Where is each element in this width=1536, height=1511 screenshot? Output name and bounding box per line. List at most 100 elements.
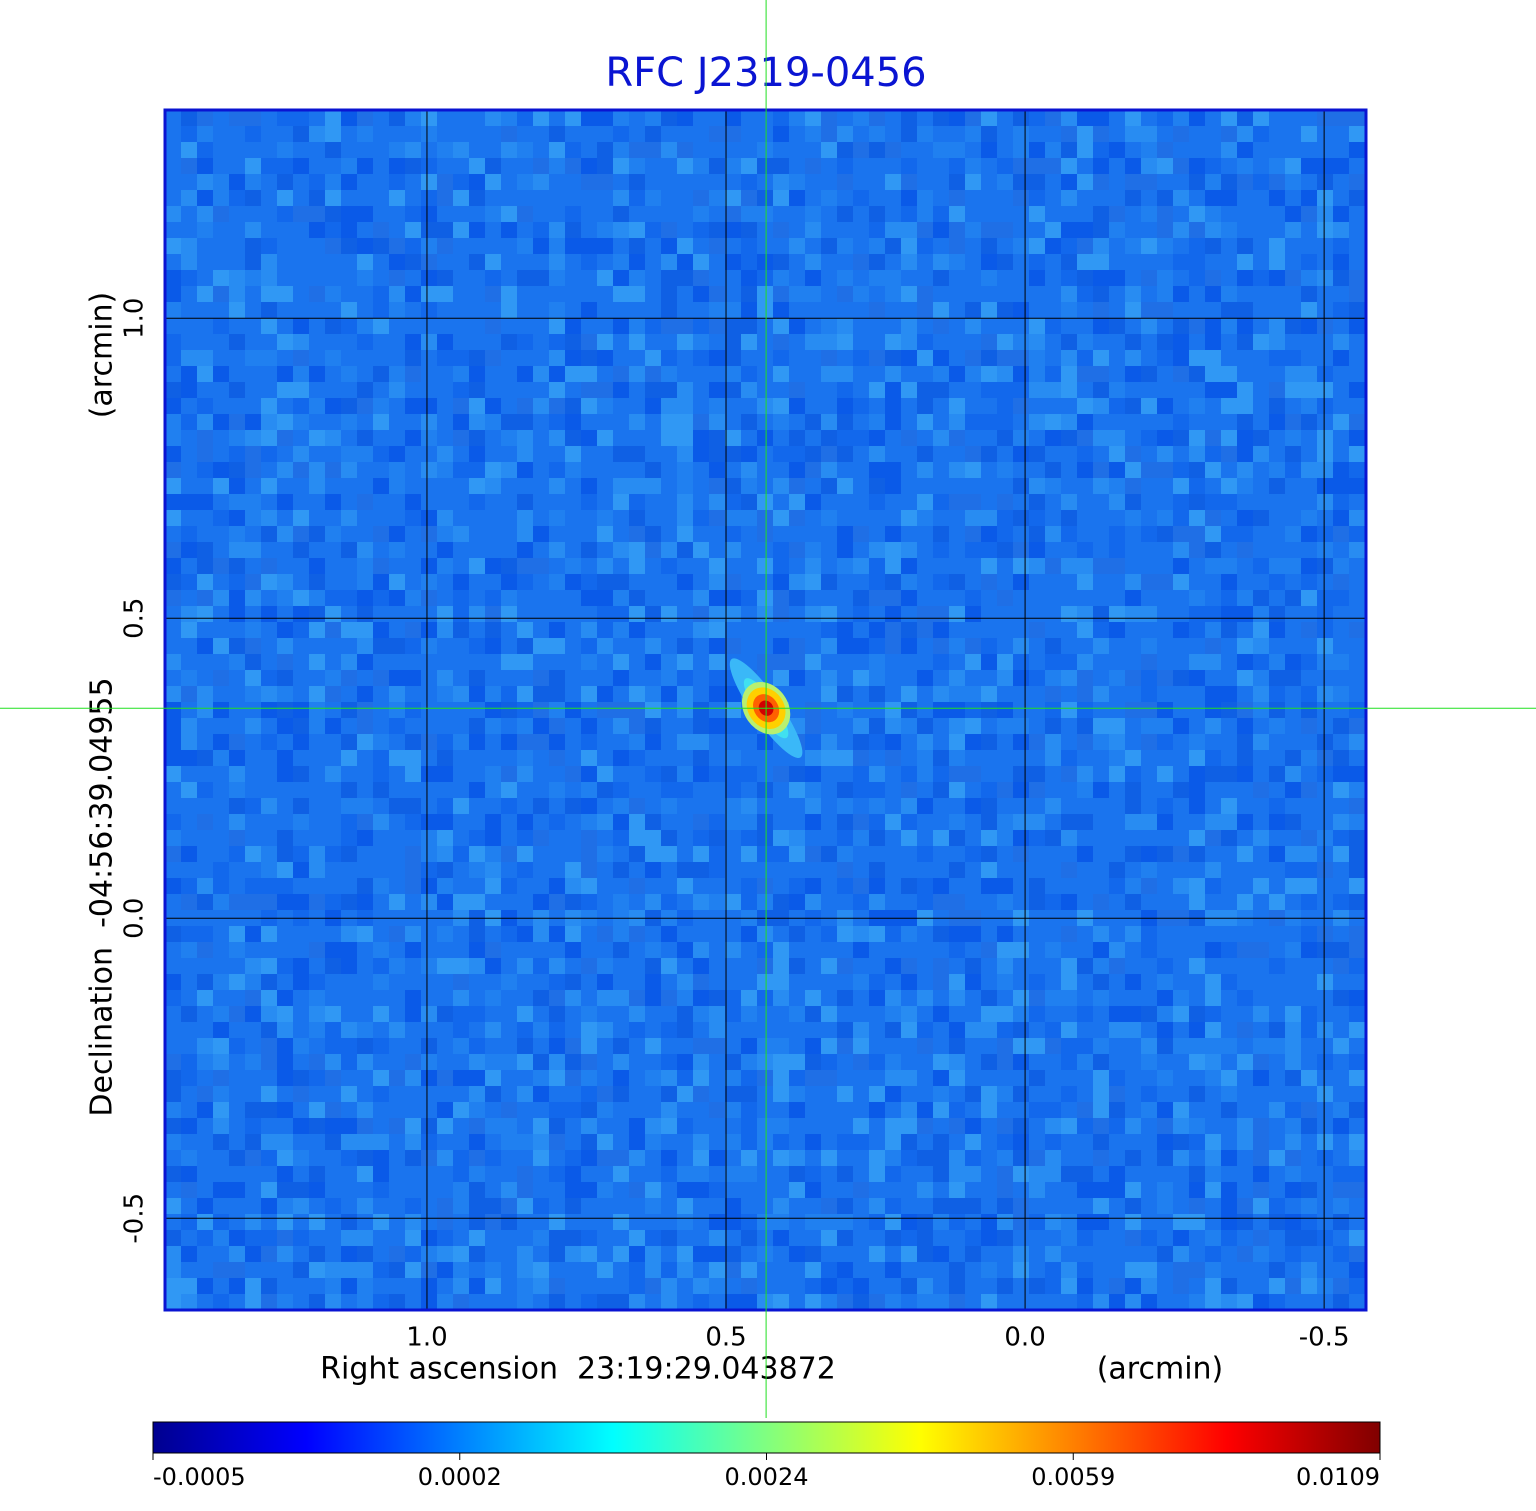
- noise-cell: [1269, 254, 1285, 270]
- noise-cell: [549, 814, 565, 830]
- noise-cell: [949, 990, 965, 1006]
- noise-cell: [1269, 462, 1285, 478]
- noise-cell: [1333, 350, 1349, 366]
- noise-cell: [373, 558, 389, 574]
- noise-cell: [1013, 1038, 1029, 1054]
- noise-cell: [261, 958, 277, 974]
- noise-cell: [661, 1278, 677, 1294]
- noise-cell: [357, 622, 373, 638]
- noise-cell: [645, 318, 661, 334]
- noise-cell: [1109, 782, 1125, 798]
- noise-cell: [837, 1198, 853, 1214]
- noise-cell: [629, 1006, 645, 1022]
- noise-cell: [213, 862, 229, 878]
- noise-cell: [1125, 1182, 1141, 1198]
- noise-cell: [901, 174, 917, 190]
- noise-cell: [1253, 654, 1269, 670]
- noise-cell: [1109, 158, 1125, 174]
- noise-cell: [773, 974, 789, 990]
- noise-cell: [917, 1038, 933, 1054]
- noise-cell: [869, 590, 885, 606]
- y-axis-label: Declination -04:56:39.04955: [85, 677, 120, 1116]
- noise-cell: [997, 1150, 1013, 1166]
- noise-cell: [1349, 126, 1365, 142]
- noise-cell: [709, 238, 725, 254]
- noise-cell: [1317, 558, 1333, 574]
- noise-cell: [709, 670, 725, 686]
- noise-cell: [213, 1102, 229, 1118]
- noise-cell: [725, 510, 741, 526]
- noise-cell: [1269, 302, 1285, 318]
- noise-cell: [293, 110, 309, 126]
- noise-cell: [757, 782, 773, 798]
- noise-cell: [901, 766, 917, 782]
- noise-cell: [677, 126, 693, 142]
- noise-cell: [1333, 270, 1349, 286]
- noise-cell: [165, 302, 181, 318]
- noise-cell: [341, 1230, 357, 1246]
- noise-cell: [277, 1150, 293, 1166]
- noise-cell: [693, 1214, 709, 1230]
- noise-cell: [325, 1294, 341, 1310]
- noise-cell: [469, 222, 485, 238]
- noise-cell: [1093, 1038, 1109, 1054]
- noise-cell: [1141, 398, 1157, 414]
- noise-cell: [1285, 926, 1301, 942]
- noise-cell: [341, 462, 357, 478]
- noise-cell: [661, 846, 677, 862]
- noise-cell: [261, 574, 277, 590]
- noise-cell: [373, 574, 389, 590]
- noise-cell: [581, 1070, 597, 1086]
- noise-cell: [709, 1038, 725, 1054]
- noise-cell: [629, 1022, 645, 1038]
- noise-cell: [581, 1294, 597, 1310]
- noise-cell: [309, 542, 325, 558]
- noise-cell: [629, 718, 645, 734]
- noise-cell: [213, 878, 229, 894]
- noise-cell: [437, 510, 453, 526]
- noise-cell: [853, 830, 869, 846]
- noise-cell: [597, 590, 613, 606]
- noise-cell: [709, 574, 725, 590]
- noise-cell: [229, 542, 245, 558]
- noise-cell: [997, 1086, 1013, 1102]
- noise-cell: [373, 1182, 389, 1198]
- noise-cell: [1301, 1070, 1317, 1086]
- noise-cell: [1013, 638, 1029, 654]
- noise-cell: [789, 398, 805, 414]
- noise-cell: [773, 1054, 789, 1070]
- noise-cell: [421, 1054, 437, 1070]
- noise-cell: [533, 750, 549, 766]
- noise-cell: [325, 1198, 341, 1214]
- noise-cell: [1141, 302, 1157, 318]
- noise-cell: [1237, 734, 1253, 750]
- noise-cell: [581, 718, 597, 734]
- noise-cell: [293, 638, 309, 654]
- noise-cell: [597, 1038, 613, 1054]
- noise-cell: [1125, 478, 1141, 494]
- noise-cell: [533, 222, 549, 238]
- noise-cell: [1317, 926, 1333, 942]
- noise-cell: [597, 606, 613, 622]
- noise-cell: [1061, 350, 1077, 366]
- noise-cell: [757, 526, 773, 542]
- noise-cell: [245, 110, 261, 126]
- noise-cell: [485, 1214, 501, 1230]
- noise-cell: [341, 1278, 357, 1294]
- noise-cell: [1061, 638, 1077, 654]
- noise-cell: [709, 1246, 725, 1262]
- noise-cell: [1061, 430, 1077, 446]
- noise-cell: [629, 334, 645, 350]
- noise-cell: [485, 718, 501, 734]
- noise-cell: [853, 638, 869, 654]
- noise-cell: [789, 430, 805, 446]
- noise-cell: [677, 142, 693, 158]
- noise-cell: [1077, 1102, 1093, 1118]
- noise-cell: [1077, 398, 1093, 414]
- noise-cell: [597, 1294, 613, 1310]
- noise-cell: [629, 302, 645, 318]
- noise-cell: [197, 174, 213, 190]
- noise-cell: [453, 382, 469, 398]
- noise-cell: [629, 238, 645, 254]
- noise-cell: [885, 990, 901, 1006]
